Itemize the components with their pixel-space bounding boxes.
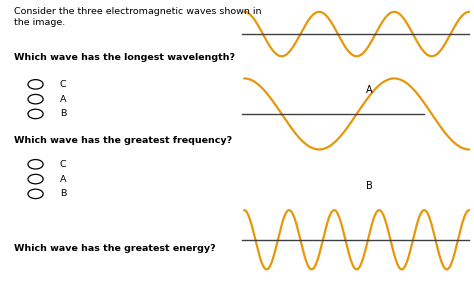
Text: B: B [60,189,66,198]
Text: B: B [60,110,66,118]
Text: Consider the three electromagnetic waves shown in
the image.: Consider the three electromagnetic waves… [14,7,262,27]
Text: C: C [60,80,66,89]
Text: Which wave has the longest wavelength?: Which wave has the longest wavelength? [14,53,235,62]
Text: B: B [366,181,373,192]
Text: A: A [60,95,66,104]
Text: Which wave has the greatest energy?: Which wave has the greatest energy? [14,244,216,253]
Text: A: A [366,85,373,95]
Text: Which wave has the greatest frequency?: Which wave has the greatest frequency? [14,136,232,145]
Text: C: C [60,160,66,169]
Text: A: A [60,175,66,184]
